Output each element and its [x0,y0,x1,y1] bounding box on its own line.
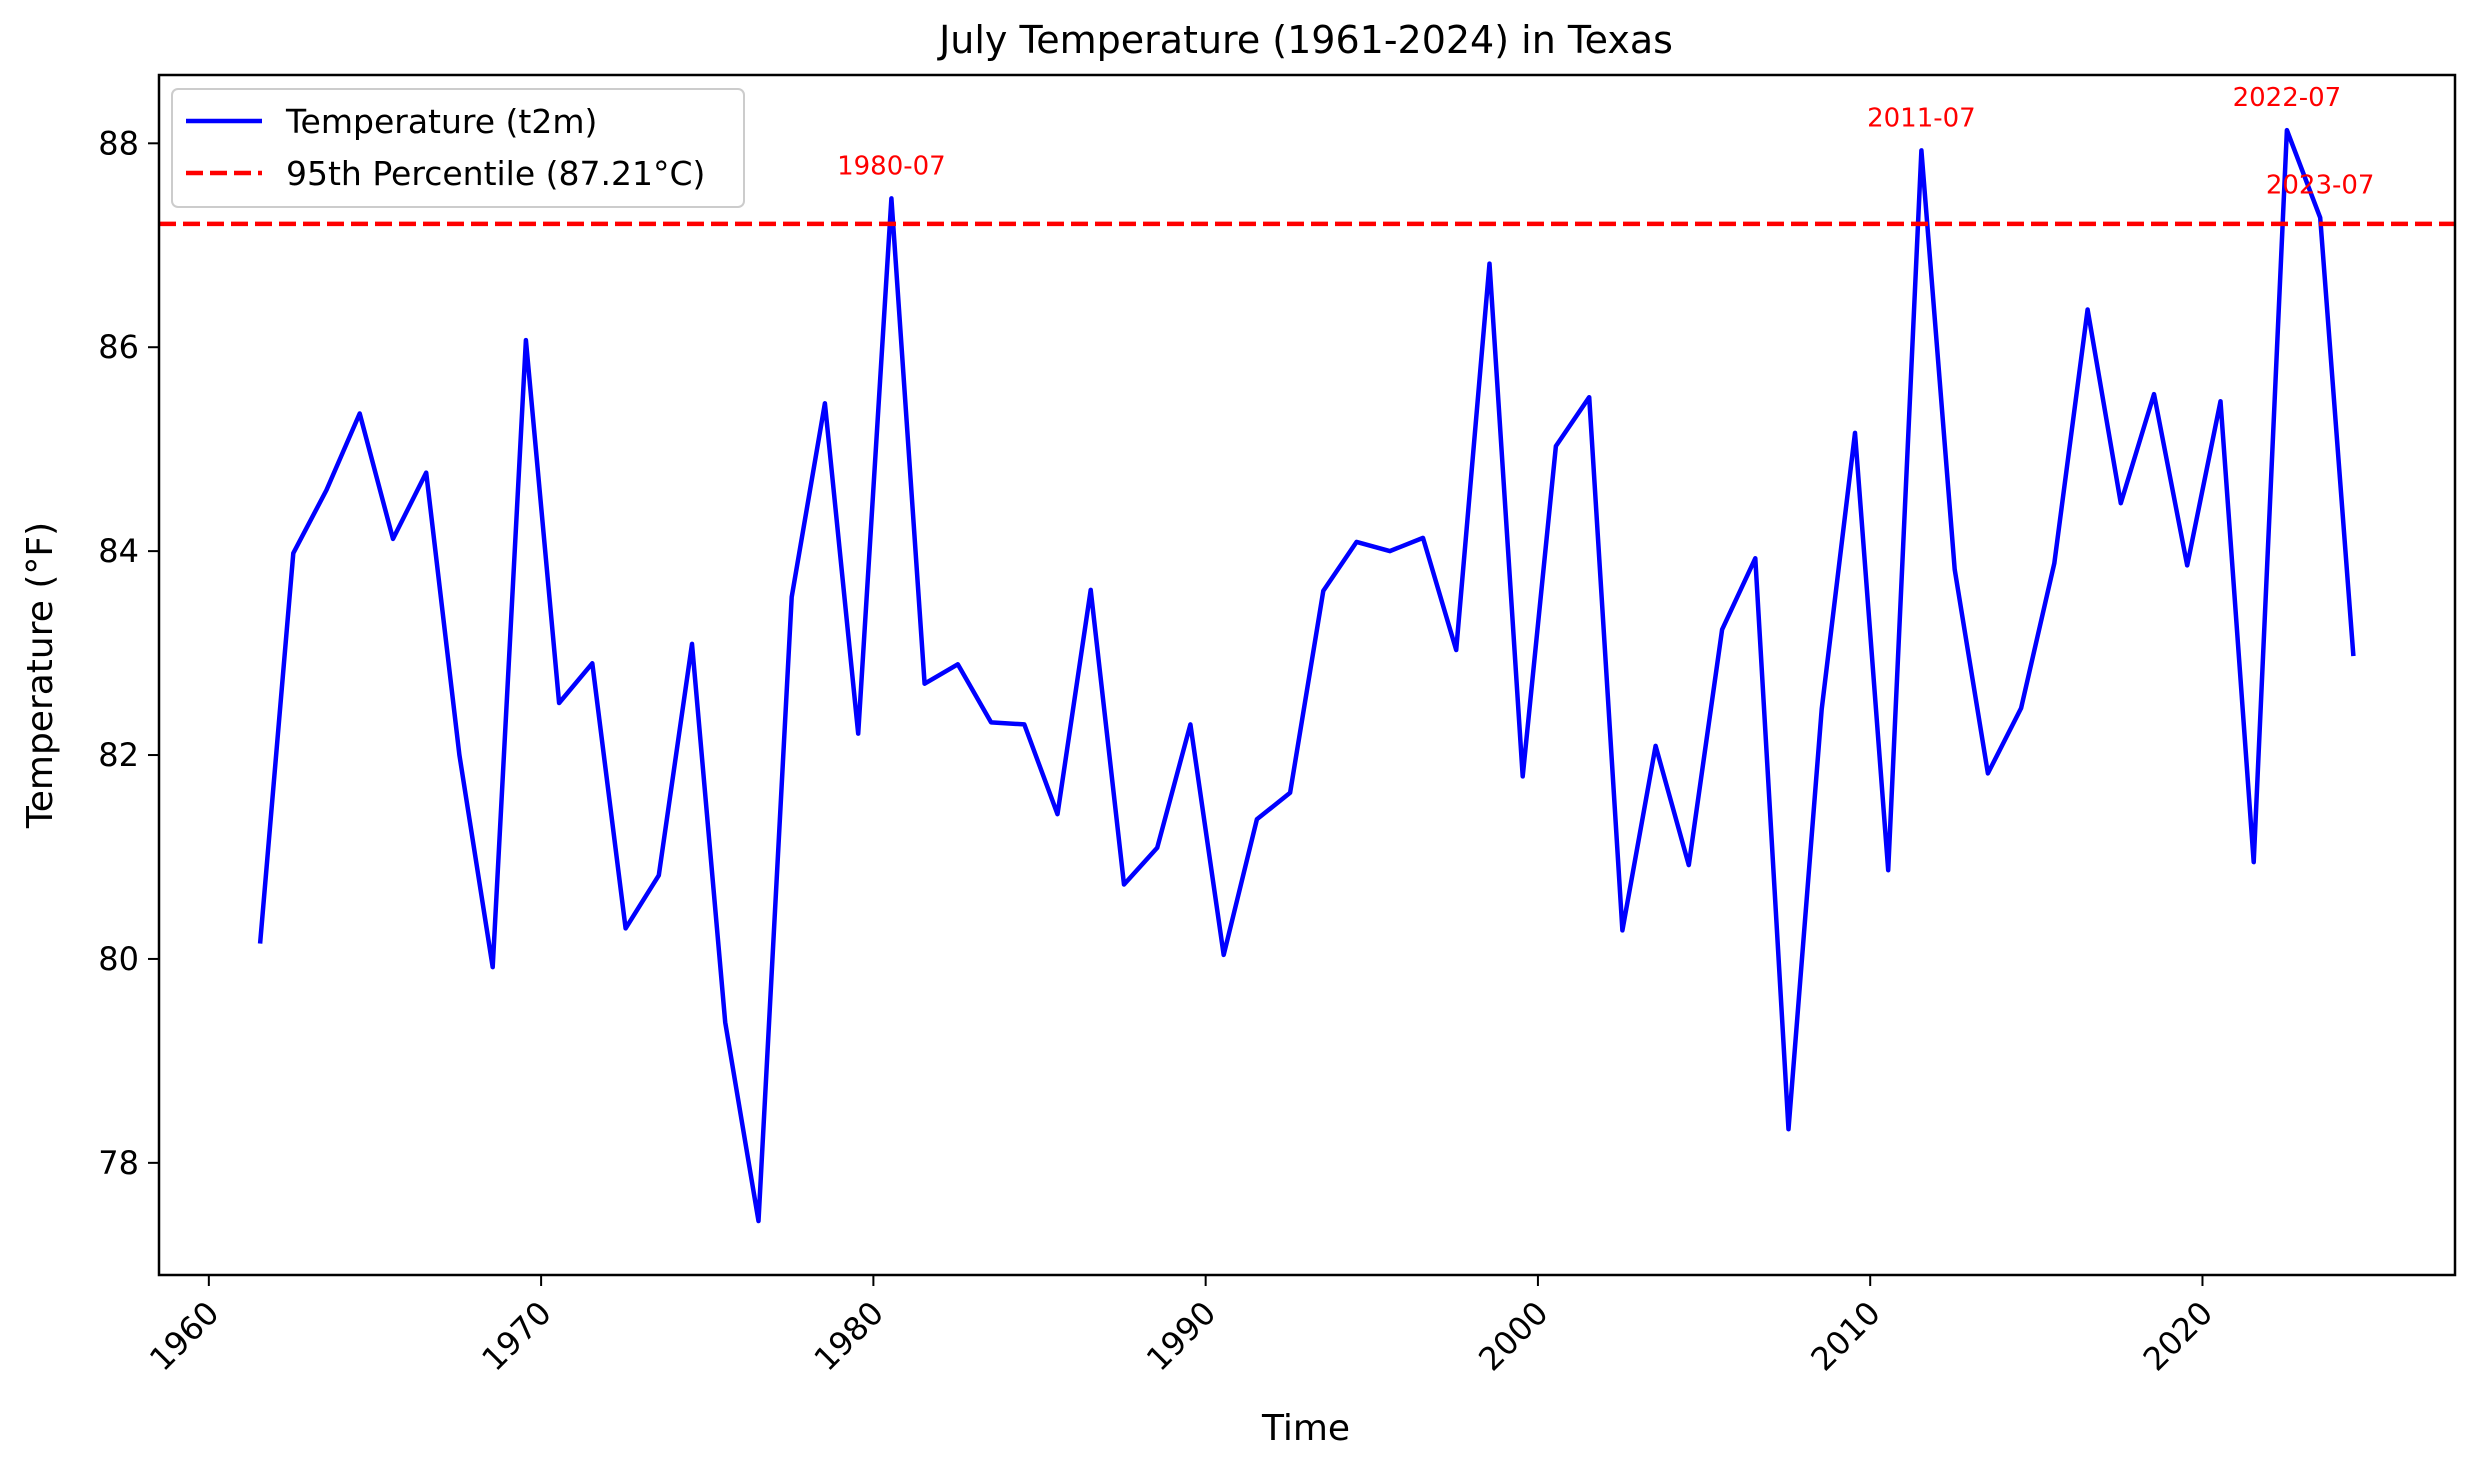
y-tick-label: 80 [98,940,139,978]
y-tick-label: 88 [98,124,139,162]
y-tick-label: 86 [98,328,139,366]
x-axis-title: Time [1261,1408,1350,1449]
plot-frame [157,73,2457,1277]
legend: Temperature (t2m) 95th Percentile (87.21… [171,88,745,208]
x-tick-label: 1980 [807,1294,891,1378]
series-line-temperature [257,127,2356,1224]
x-tick-label: 1990 [1139,1294,1223,1378]
y-axis-title: Temperature (°F) [20,522,61,829]
y-axis: 78 80 82 84 86 88 [98,124,159,1182]
x-tick-label: 1960 [142,1294,226,1378]
annotation-label: 2011-07 [1867,103,1976,133]
x-axis: 1960 1970 1980 1990 2000 2010 2020 [142,1275,2220,1378]
data-layer [159,127,2455,1224]
legend-label-temperature: Temperature (t2m) [285,102,597,141]
plot-area: 1960 1970 1980 1990 2000 2010 2020 78 80 82 84 86 8… [98,73,2457,1378]
x-tick-label: 2010 [1803,1294,1887,1378]
chart-title: July Temperature (1961-2024) in Texas [937,18,1673,62]
legend-label-percentile: 95th Percentile (87.21°C) [286,154,705,193]
x-tick-label: 2000 [1471,1294,1555,1378]
annotation-label: 2022-07 [2233,83,2342,113]
y-tick-label: 78 [98,1144,139,1182]
x-tick-label: 1970 [474,1294,558,1378]
legend-frame [171,88,745,208]
y-tick-label: 84 [98,532,139,570]
annotation-label: 2023-07 [2266,171,2375,201]
y-tick-label: 82 [98,736,139,774]
x-tick-label: 2020 [2136,1294,2220,1378]
annotation-label: 1980-07 [837,151,946,181]
